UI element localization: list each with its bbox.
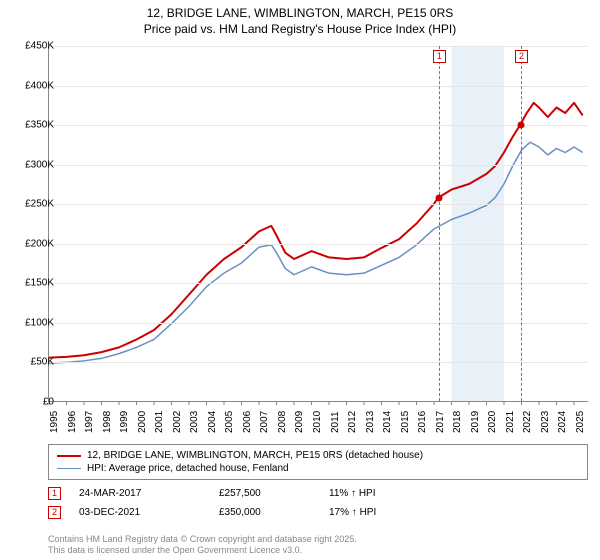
x-axis-tick-label: 2004 <box>207 411 218 433</box>
transaction-badge: 2 <box>48 506 61 519</box>
chart-marker-flag: 2 <box>515 50 528 63</box>
x-axis-tick-label: 1996 <box>67 411 78 433</box>
x-axis-tick-label: 2012 <box>347 411 358 433</box>
x-axis-tick-label: 2022 <box>522 411 533 433</box>
x-axis-tick-label: 2005 <box>224 411 235 433</box>
y-axis-tick-label: £100K <box>25 317 54 328</box>
legend-label: 12, BRIDGE LANE, WIMBLINGTON, MARCH, PE1… <box>87 450 423 461</box>
transaction-table: 1 24-MAR-2017 £257,500 11% ↑ HPI 2 03-DE… <box>48 484 588 522</box>
y-axis-tick-label: £400K <box>25 80 54 91</box>
y-axis-tick-label: £450K <box>25 41 54 52</box>
x-axis-tick-label: 2008 <box>277 411 288 433</box>
title-line-1: 12, BRIDGE LANE, WIMBLINGTON, MARCH, PE1… <box>0 6 600 22</box>
legend-box: 12, BRIDGE LANE, WIMBLINGTON, MARCH, PE1… <box>48 444 588 480</box>
transaction-diff: 11% ↑ HPI <box>329 488 376 499</box>
x-axis-tick-label: 2023 <box>540 411 551 433</box>
x-axis-tick-label: 2020 <box>487 411 498 433</box>
x-axis-tick-label: 2001 <box>154 411 165 433</box>
y-axis-tick-label: £250K <box>25 199 54 210</box>
x-axis-tick-label: 1999 <box>119 411 130 433</box>
chart-marker-flag: 1 <box>433 50 446 63</box>
transaction-date: 03-DEC-2021 <box>79 507 219 518</box>
transaction-date: 24-MAR-2017 <box>79 488 219 499</box>
x-axis-tick-label: 2016 <box>417 411 428 433</box>
x-axis-tick-label: 2000 <box>137 411 148 433</box>
transaction-row: 2 03-DEC-2021 £350,000 17% ↑ HPI <box>48 503 588 522</box>
y-axis-tick-label: £200K <box>25 238 54 249</box>
x-axis-tick-label: 2006 <box>242 411 253 433</box>
x-axis-tick-label: 2021 <box>505 411 516 433</box>
y-axis-tick-label: £150K <box>25 278 54 289</box>
y-axis-tick-label: £0 <box>43 397 54 408</box>
x-axis-tick-label: 1995 <box>49 411 60 433</box>
x-axis-tick-label: 2003 <box>189 411 200 433</box>
title-block: 12, BRIDGE LANE, WIMBLINGTON, MARCH, PE1… <box>0 0 600 37</box>
title-line-2: Price paid vs. HM Land Registry's House … <box>0 22 600 38</box>
x-axis-tick-label: 1998 <box>102 411 113 433</box>
legend-swatch <box>57 468 81 469</box>
transaction-price: £350,000 <box>219 507 329 518</box>
transaction-price: £257,500 <box>219 488 329 499</box>
x-axis-tick-label: 2007 <box>259 411 270 433</box>
x-axis-tick-label: 2017 <box>435 411 446 433</box>
footer-attribution: Contains HM Land Registry data © Crown c… <box>48 534 357 557</box>
y-axis-tick-label: £300K <box>25 159 54 170</box>
x-axis-tick-label: 1997 <box>84 411 95 433</box>
x-axis-tick-label: 2014 <box>382 411 393 433</box>
footer-line-2: This data is licensed under the Open Gov… <box>48 545 357 556</box>
x-axis-tick-label: 2011 <box>330 411 341 433</box>
x-axis-tick-label: 2024 <box>557 411 568 433</box>
footer-line-1: Contains HM Land Registry data © Crown c… <box>48 534 357 545</box>
legend-swatch <box>57 455 81 457</box>
y-axis-tick-label: £350K <box>25 120 54 131</box>
y-axis-tick-label: £50K <box>31 357 54 368</box>
x-axis-tick-label: 2018 <box>452 411 463 433</box>
x-axis-tick-label: 2025 <box>575 411 586 433</box>
chart-container: 12, BRIDGE LANE, WIMBLINGTON, MARCH, PE1… <box>0 0 600 560</box>
x-axis-tick-label: 2013 <box>365 411 376 433</box>
transaction-row: 1 24-MAR-2017 £257,500 11% ↑ HPI <box>48 484 588 503</box>
legend-item: 12, BRIDGE LANE, WIMBLINGTON, MARCH, PE1… <box>57 449 579 462</box>
x-axis-tick-label: 2010 <box>312 411 323 433</box>
x-axis-tick-label: 2009 <box>294 411 305 433</box>
x-axis-tick-label: 2002 <box>172 411 183 433</box>
x-axis-tick-label: 2015 <box>400 411 411 433</box>
chart-plot-area: 1995199619971998199920002001200220032004… <box>48 46 588 402</box>
x-axis-tick-label: 2019 <box>470 411 481 433</box>
chart-svg-layer <box>49 46 588 401</box>
legend-item: HPI: Average price, detached house, Fenl… <box>57 462 579 475</box>
transaction-badge: 1 <box>48 487 61 500</box>
legend-label: HPI: Average price, detached house, Fenl… <box>87 463 289 474</box>
transaction-diff: 17% ↑ HPI <box>329 507 376 518</box>
